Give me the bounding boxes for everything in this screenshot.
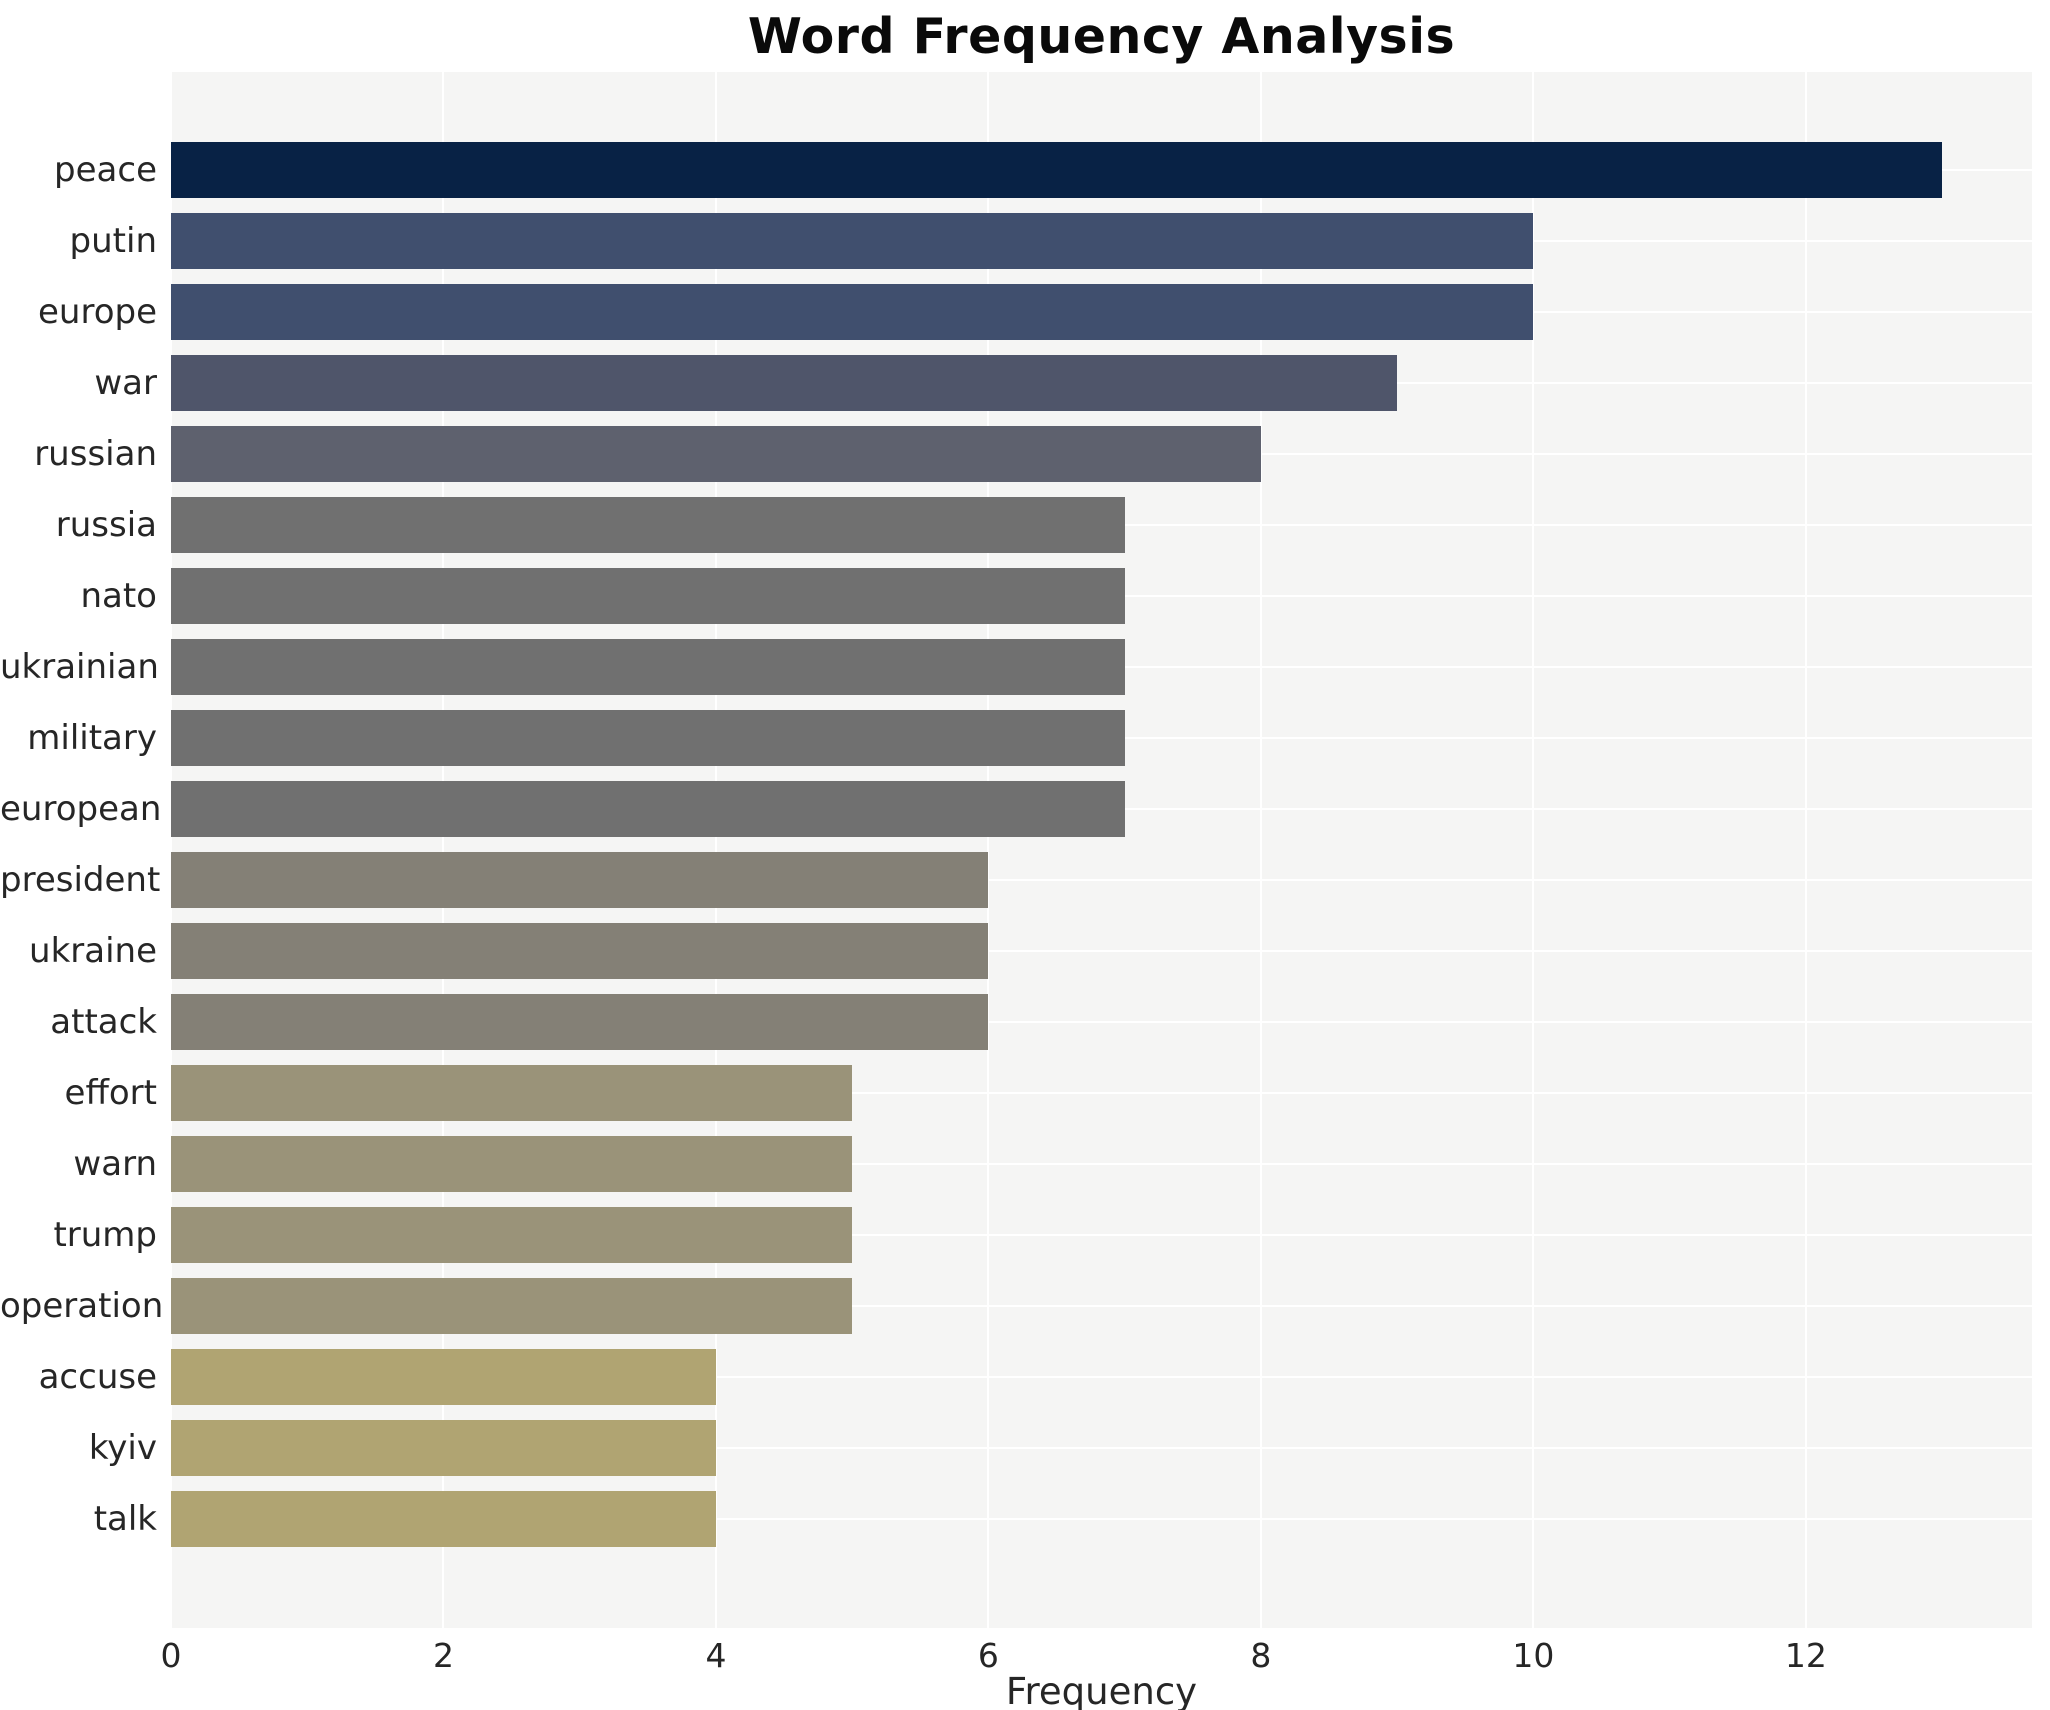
gridline-h xyxy=(171,1234,2032,1236)
x-axis: 0 2 4 6 8 10 12 xyxy=(0,1636,2050,1678)
x-tick-label: 8 xyxy=(1250,1636,1272,1675)
y-tick-label-trump: trump xyxy=(53,1215,157,1255)
plot-area xyxy=(171,72,2032,1628)
bar-nato xyxy=(171,568,1125,624)
y-tick-label-president: president xyxy=(0,860,161,900)
bar-peace xyxy=(171,142,1943,198)
y-tick-label-ukrainian: ukrainian xyxy=(0,647,159,687)
y-tick-label-accuse: accuse xyxy=(38,1357,157,1397)
bar-russian xyxy=(171,426,1261,482)
gridline-h xyxy=(171,1376,2032,1378)
y-tick-label-european: european xyxy=(0,789,162,829)
bar-european xyxy=(171,781,1125,837)
bar-accuse xyxy=(171,1349,716,1405)
bar-effort xyxy=(171,1065,853,1121)
gridline-h xyxy=(171,1092,2032,1094)
bar-war xyxy=(171,355,1398,411)
y-tick-label-ukraine: ukraine xyxy=(29,931,157,971)
bar-operation xyxy=(171,1278,853,1334)
bar-europe xyxy=(171,284,1534,340)
bar-ukraine xyxy=(171,923,989,979)
y-tick-label-military: military xyxy=(27,718,157,758)
x-tick-label: 12 xyxy=(1784,1636,1827,1675)
bar-talk xyxy=(171,1491,716,1547)
gridline-v xyxy=(714,72,717,1628)
y-tick-label-talk: talk xyxy=(93,1499,157,1539)
y-tick-label-europe: europe xyxy=(38,292,157,332)
gridline-h xyxy=(171,1518,2032,1520)
gridline-h xyxy=(171,879,2032,881)
y-tick-label-warn: warn xyxy=(73,1144,157,1184)
bar-kyiv xyxy=(171,1420,716,1476)
bar-president xyxy=(171,852,989,908)
y-tick-label-war: war xyxy=(94,363,157,403)
bar-attack xyxy=(171,994,989,1050)
bar-warn xyxy=(171,1136,853,1192)
bar-military xyxy=(171,710,1125,766)
bar-putin xyxy=(171,213,1534,269)
gridline-v xyxy=(171,72,172,1628)
y-tick-label-nato: nato xyxy=(80,576,157,616)
y-tick-label-russian: russian xyxy=(34,434,157,474)
x-tick-label: 2 xyxy=(432,1636,454,1675)
y-tick-label-putin: putin xyxy=(69,221,157,261)
chart-title: Word Frequency Analysis xyxy=(747,8,1456,65)
x-tick-label: 4 xyxy=(705,1636,727,1675)
y-tick-label-effort: effort xyxy=(64,1073,157,1113)
gridline-h xyxy=(171,1163,2032,1165)
gridline-h xyxy=(171,1021,2032,1023)
gridline-v xyxy=(1259,72,1262,1628)
gridline-v xyxy=(442,72,445,1628)
x-tick-label: 6 xyxy=(977,1636,999,1675)
bar-ukrainian xyxy=(171,639,1125,695)
bar-russia xyxy=(171,497,1125,553)
gridline-v xyxy=(987,72,990,1628)
gridline-v xyxy=(1804,72,1807,1628)
gridline-h xyxy=(171,950,2032,952)
bar-trump xyxy=(171,1207,853,1263)
y-tick-label-operation: operation xyxy=(0,1286,164,1326)
y-tick-label-attack: attack xyxy=(50,1002,157,1042)
gridline-h xyxy=(171,1447,2032,1449)
y-tick-label-peace: peace xyxy=(54,150,157,190)
gridline-h xyxy=(171,1305,2032,1307)
x-tick-label: 0 xyxy=(160,1636,182,1675)
y-tick-label-kyiv: kyiv xyxy=(88,1428,157,1468)
x-axis-label: Frequency xyxy=(1005,1670,1198,1710)
y-tick-label-russia: russia xyxy=(55,505,157,545)
x-tick-label: 10 xyxy=(1512,1636,1555,1675)
y-axis: peace putin europe war russian russia nato ukra… xyxy=(0,72,164,1628)
gridline-v xyxy=(1532,72,1535,1628)
